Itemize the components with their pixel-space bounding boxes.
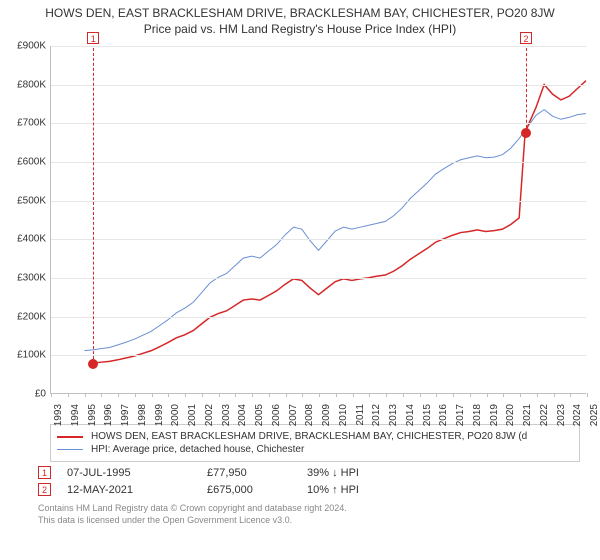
x-tick (520, 393, 521, 397)
x-tick (286, 393, 287, 397)
x-axis-label: 2025 (589, 404, 600, 426)
x-tick (587, 393, 588, 397)
footnote-line2: This data is licensed under the Open Gov… (38, 515, 292, 525)
x-tick (185, 393, 186, 397)
transactions-table: 1 07-JUL-1995£77,95039% ↓ HPI 2 12-MAY-2021… (38, 466, 586, 496)
x-tick (252, 393, 253, 397)
y-axis-label: £800K (8, 79, 46, 90)
y-axis-label: £600K (8, 157, 46, 168)
x-tick (202, 393, 203, 397)
x-tick (336, 393, 337, 397)
x-tick (570, 393, 571, 397)
x-tick (68, 393, 69, 397)
x-tick (135, 393, 136, 397)
transaction-price: £675,000 (207, 484, 307, 496)
transaction-date: 07-JUL-1995 (67, 467, 207, 479)
legend-item: HOWS DEN, EAST BRACKLESHAM DRIVE, BRACKL… (57, 431, 573, 442)
footnote-line1: Contains HM Land Registry data © Crown c… (38, 503, 347, 513)
footnote: Contains HM Land Registry data © Crown c… (38, 502, 592, 526)
transaction-marker: 1 (87, 32, 99, 44)
x-tick (369, 393, 370, 397)
x-tick (353, 393, 354, 397)
y-axis-label: £0 (8, 389, 46, 400)
x-tick (436, 393, 437, 397)
x-tick (152, 393, 153, 397)
legend-item: HPI: Average price, detached house, Chic… (57, 444, 573, 455)
legend-label: HPI: Average price, detached house, Chic… (91, 444, 304, 455)
x-tick (219, 393, 220, 397)
legend: HOWS DEN, EAST BRACKLESHAM DRIVE, BRACKL… (50, 424, 580, 462)
legend-label: HOWS DEN, EAST BRACKLESHAM DRIVE, BRACKL… (91, 431, 527, 442)
transaction-row: 2 12-MAY-2021£675,00010% ↑ HPI (38, 483, 586, 496)
transaction-row: 1 07-JUL-1995£77,95039% ↓ HPI (38, 466, 586, 479)
x-tick (403, 393, 404, 397)
gridline (51, 85, 586, 86)
y-axis-label: £100K (8, 350, 46, 361)
transaction-hpi-delta: 10% ↑ HPI (307, 484, 359, 496)
transaction-price: £77,950 (207, 467, 307, 479)
transaction-date: 12-MAY-2021 (67, 484, 207, 496)
x-tick (269, 393, 270, 397)
gridline (51, 162, 586, 163)
marker-guideline (526, 48, 527, 133)
transaction-badge: 1 (38, 466, 51, 479)
gridline (51, 317, 586, 318)
chart-area: 12 £0 £100K £200K £300K £400K £500K £600K £700K… (8, 40, 592, 420)
x-tick (470, 393, 471, 397)
gridline (51, 201, 586, 202)
x-tick (420, 393, 421, 397)
x-tick (554, 393, 555, 397)
transaction-marker: 2 (520, 32, 532, 44)
y-axis-label: £400K (8, 234, 46, 245)
y-axis-label: £200K (8, 311, 46, 322)
x-tick (319, 393, 320, 397)
x-tick (168, 393, 169, 397)
series-line (84, 110, 586, 351)
x-tick (235, 393, 236, 397)
y-axis-label: £700K (8, 118, 46, 129)
y-axis-label: £300K (8, 273, 46, 284)
gridline (51, 239, 586, 240)
x-tick (487, 393, 488, 397)
x-tick (537, 393, 538, 397)
x-tick (302, 393, 303, 397)
gridline (51, 278, 586, 279)
legend-swatch (57, 436, 83, 438)
chart-title: HOWS DEN, EAST BRACKLESHAM DRIVE, BRACKL… (8, 4, 592, 20)
x-tick (101, 393, 102, 397)
x-tick (85, 393, 86, 397)
gridline (51, 123, 586, 124)
gridline (51, 46, 586, 47)
marker-guideline (93, 48, 94, 364)
x-tick (118, 393, 119, 397)
x-tick (51, 393, 52, 397)
y-axis-label: £900K (8, 41, 46, 52)
x-tick (453, 393, 454, 397)
legend-swatch (57, 449, 83, 450)
transaction-hpi-delta: 39% ↓ HPI (307, 467, 359, 479)
gridline (51, 355, 586, 356)
transaction-badge: 2 (38, 483, 51, 496)
transaction-dot (521, 128, 531, 138)
transaction-dot (88, 359, 98, 369)
y-axis-label: £500K (8, 195, 46, 206)
line-plot-svg (51, 46, 586, 393)
x-tick (503, 393, 504, 397)
plot: 12 (50, 46, 586, 394)
x-tick (386, 393, 387, 397)
